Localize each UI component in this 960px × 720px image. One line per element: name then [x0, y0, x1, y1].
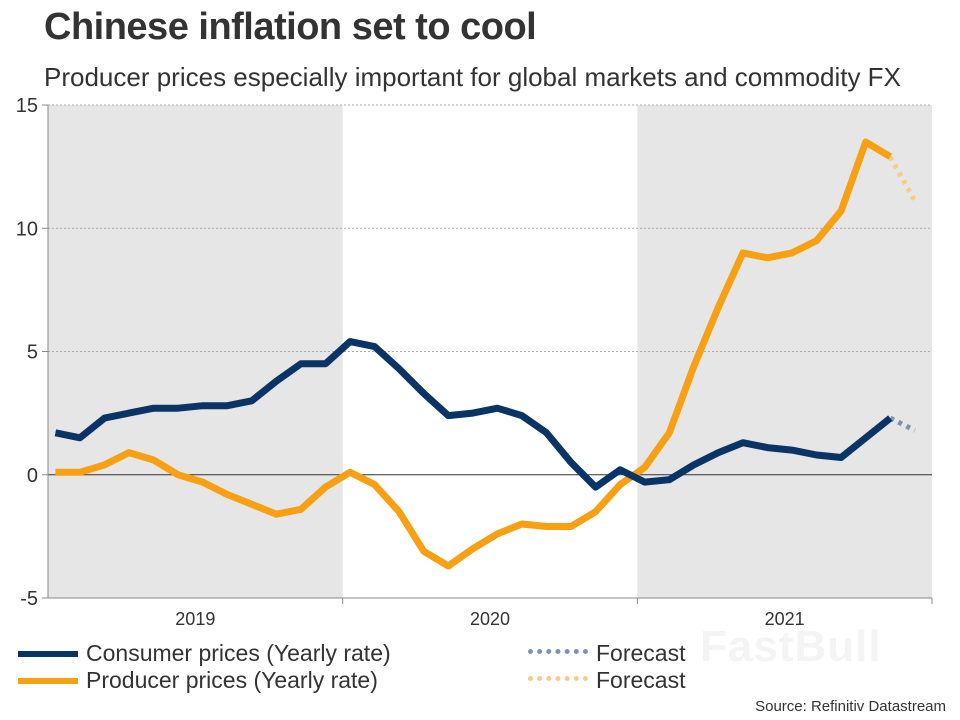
legend-label: Consumer prices (Yearly rate)	[86, 640, 391, 666]
legend-swatch-consumer	[18, 650, 78, 657]
x-tick-label: 2020	[470, 609, 510, 629]
legend-item-consumer: Consumer prices (Yearly rate)	[18, 640, 391, 667]
legend-item-producer-forecast: Forecast	[528, 667, 685, 694]
legend-swatch-producer	[18, 677, 78, 684]
chart-subtitle: Producer prices especially important for…	[44, 62, 901, 92]
y-tick-label: -5	[20, 588, 38, 610]
legend-swatch-consumer-forecast	[528, 649, 588, 658]
legend-label: Producer prices (Yearly rate)	[86, 667, 378, 693]
consumer-prices-line	[54, 338, 893, 491]
legend-item-consumer-forecast: Forecast	[528, 640, 685, 667]
y-tick-label: 15	[16, 95, 38, 117]
watermark-logo: FastBull	[700, 622, 882, 671]
legend-item-producer: Producer prices (Yearly rate)	[18, 667, 378, 694]
y-tick-label: 5	[27, 342, 38, 364]
source-note: Source: Refinitiv Datastream	[755, 698, 946, 715]
y-tick-label: 0	[27, 465, 38, 487]
legend-label: Forecast	[596, 667, 686, 693]
x-tick-label: 2019	[175, 609, 215, 629]
legend-swatch-producer-forecast	[528, 676, 588, 685]
y-tick-label: 10	[16, 218, 38, 240]
x-tick-label: 2021	[765, 609, 805, 629]
legend-label: Forecast	[596, 640, 686, 666]
producer-prices-line	[55, 138, 893, 570]
chart-title: Chinese inflation set to cool	[44, 6, 537, 48]
